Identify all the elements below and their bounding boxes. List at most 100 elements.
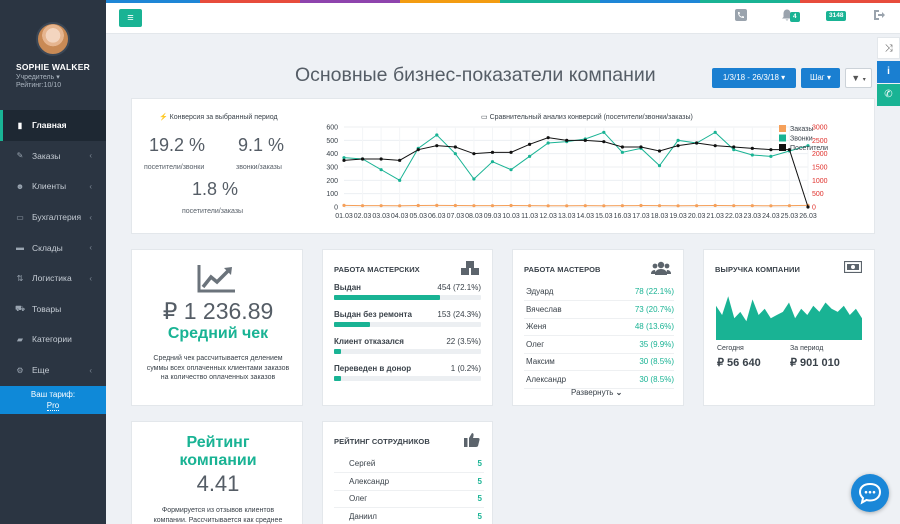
workshop-value: 454 (72.1%) — [437, 283, 481, 292]
phone-icon[interactable] — [734, 8, 748, 25]
sidebar-item-2[interactable]: ☻ Клиенты ‹ — [0, 171, 106, 202]
x-tick-label: 18.03 — [651, 213, 669, 220]
kpi-visitors-orders-label: посетители/заказы — [182, 208, 244, 215]
laptop-icon: ▭ — [481, 114, 488, 121]
shuffle-button[interactable]: ⤨ — [877, 37, 900, 59]
chat-widget-button[interactable] — [851, 474, 889, 512]
bolt-icon: ⚡ — [159, 114, 168, 121]
date-range-button[interactable]: 1/3/18 - 26/3/18 ▾ — [712, 68, 796, 88]
y2-tick-label: 2500 — [812, 138, 828, 145]
data-point — [769, 154, 773, 158]
sidebar-item-4[interactable]: ▬ Склады ‹ — [0, 232, 106, 263]
workshop-row: Переведен в донор 1 (0.2%) — [334, 364, 481, 381]
bar-chart-icon: ▮ — [17, 120, 23, 130]
data-point — [528, 204, 532, 208]
data-point — [342, 203, 346, 207]
profile-name[interactable]: SOPHIE WALKER — [16, 62, 90, 72]
stripe-segment — [400, 0, 500, 3]
sidebar-item-1[interactable]: ✎ Заказы ‹ — [0, 141, 106, 172]
x-tick-label: 24.03 — [762, 213, 780, 220]
info-button[interactable]: i — [877, 61, 900, 83]
data-point — [657, 149, 662, 153]
sidebar-item-3[interactable]: ▭ Бухгалтерия ‹ — [0, 202, 106, 233]
tariff-box[interactable]: Ваш тариф: Pro — [0, 386, 106, 414]
staff-row: Даниил 5 — [334, 509, 484, 524]
legend-label[interactable]: Звонки — [790, 136, 813, 143]
progress-fill — [334, 349, 342, 354]
staff-name: Сергей — [349, 459, 376, 468]
bell-icon[interactable] — [780, 8, 794, 25]
data-point — [453, 152, 457, 156]
master-name: Максим — [526, 357, 555, 366]
filter-icon: ▼ — [851, 73, 861, 83]
sidebar-item-6[interactable]: ⛟ Товары — [0, 294, 106, 325]
data-point — [360, 204, 365, 208]
chevron-left-icon: ‹ — [89, 273, 92, 283]
data-point — [713, 130, 717, 134]
legend-label[interactable]: Заказы — [790, 126, 813, 133]
chevron-left-icon: ‹ — [89, 212, 92, 222]
y2-tick-label: 1500 — [812, 165, 828, 172]
sidebar-item-5[interactable]: ⇅ Логистика ‹ — [0, 263, 106, 294]
data-point — [472, 152, 476, 156]
data-point — [509, 203, 513, 208]
master-row: Вячеслав 73 (20.7%) — [524, 302, 674, 319]
cubes-icon — [460, 260, 480, 279]
menu-toggle-button[interactable]: ≡ — [119, 9, 142, 27]
sidebar-item-0[interactable]: ▮ Главная — [0, 110, 106, 141]
call-button[interactable]: ✆ — [877, 84, 900, 106]
series-line-1 — [343, 131, 809, 182]
workshop-label: Выдан без ремонта — [334, 310, 412, 319]
data-point — [769, 204, 773, 208]
data-point — [398, 178, 402, 182]
master-row: Женя 48 (13.6%) — [524, 319, 674, 336]
data-point — [435, 203, 439, 207]
data-point — [490, 150, 495, 154]
x-tick-label: 21.03 — [706, 213, 724, 220]
kpi-calls-orders-label: звонки/заказы — [236, 164, 282, 171]
chevron-left-icon: ‹ — [89, 243, 92, 253]
sidebar-item-label: Клиенты — [32, 181, 67, 192]
stripe-segment — [100, 0, 200, 3]
money-icon — [843, 260, 863, 276]
filter-button[interactable]: ▼ ▾ — [845, 68, 872, 88]
progress-fill — [334, 322, 370, 327]
staff-value: 5 — [477, 511, 482, 521]
legend-label[interactable]: Посетители — [790, 145, 828, 152]
sidebar-item-8[interactable]: ⚙ Еще ‹ — [0, 355, 106, 386]
pencil-icon: ✎ — [16, 151, 24, 161]
chevron-left-icon: ‹ — [89, 365, 92, 375]
avg-check-title: Средний чек — [167, 325, 269, 342]
sidebar-item-label: Логистика — [32, 273, 72, 284]
data-point — [676, 204, 680, 208]
data-point — [379, 204, 383, 208]
tariff-label: Ваш тариф: — [30, 390, 76, 399]
messages-badge: 3148 — [826, 11, 847, 21]
step-button[interactable]: Шаг ▾ — [801, 68, 840, 88]
tariff-plan[interactable]: Pro — [46, 401, 60, 411]
conversion-panel: ⚡ Конверсия за выбранный период 19.2 % п… — [131, 98, 875, 234]
phone-icon: ✆ — [884, 89, 893, 100]
workshop-label: Выдан — [334, 283, 361, 292]
master-row: Эдуард 78 (22.1%) — [524, 284, 674, 301]
avatar[interactable] — [36, 22, 70, 56]
revenue-today: ₽ 56 640 — [717, 357, 761, 369]
caret-down-icon: ▾ — [781, 73, 786, 82]
expand-link[interactable]: Развернуть ⌄ — [571, 388, 623, 397]
chevron-left-icon: ‹ — [89, 151, 92, 161]
x-tick-label: 04.03 — [391, 213, 409, 220]
x-tick-label: 06.03 — [428, 213, 446, 220]
master-value: 48 (13.6%) — [634, 322, 674, 331]
logout-icon[interactable] — [872, 8, 886, 25]
info-icon: i — [887, 66, 890, 77]
progress-fill — [334, 376, 342, 381]
sidebar-item-7[interactable]: ▰ Категории — [0, 324, 106, 355]
data-point — [657, 164, 662, 168]
profile-role[interactable]: Учредитель ▾ — [16, 74, 60, 81]
staff-rating-panel: Рейтинг сотрудников Сергей 5 Александр 5 Оле… — [322, 421, 493, 524]
data-point — [528, 142, 532, 146]
profile: SOPHIE WALKER Учредитель ▾ Рейтинг:10/10 — [0, 0, 106, 110]
x-tick-label: 15.03 — [595, 213, 613, 220]
x-tick-label: 10.03 — [502, 213, 520, 220]
y-tick-label: 100 — [326, 191, 338, 198]
